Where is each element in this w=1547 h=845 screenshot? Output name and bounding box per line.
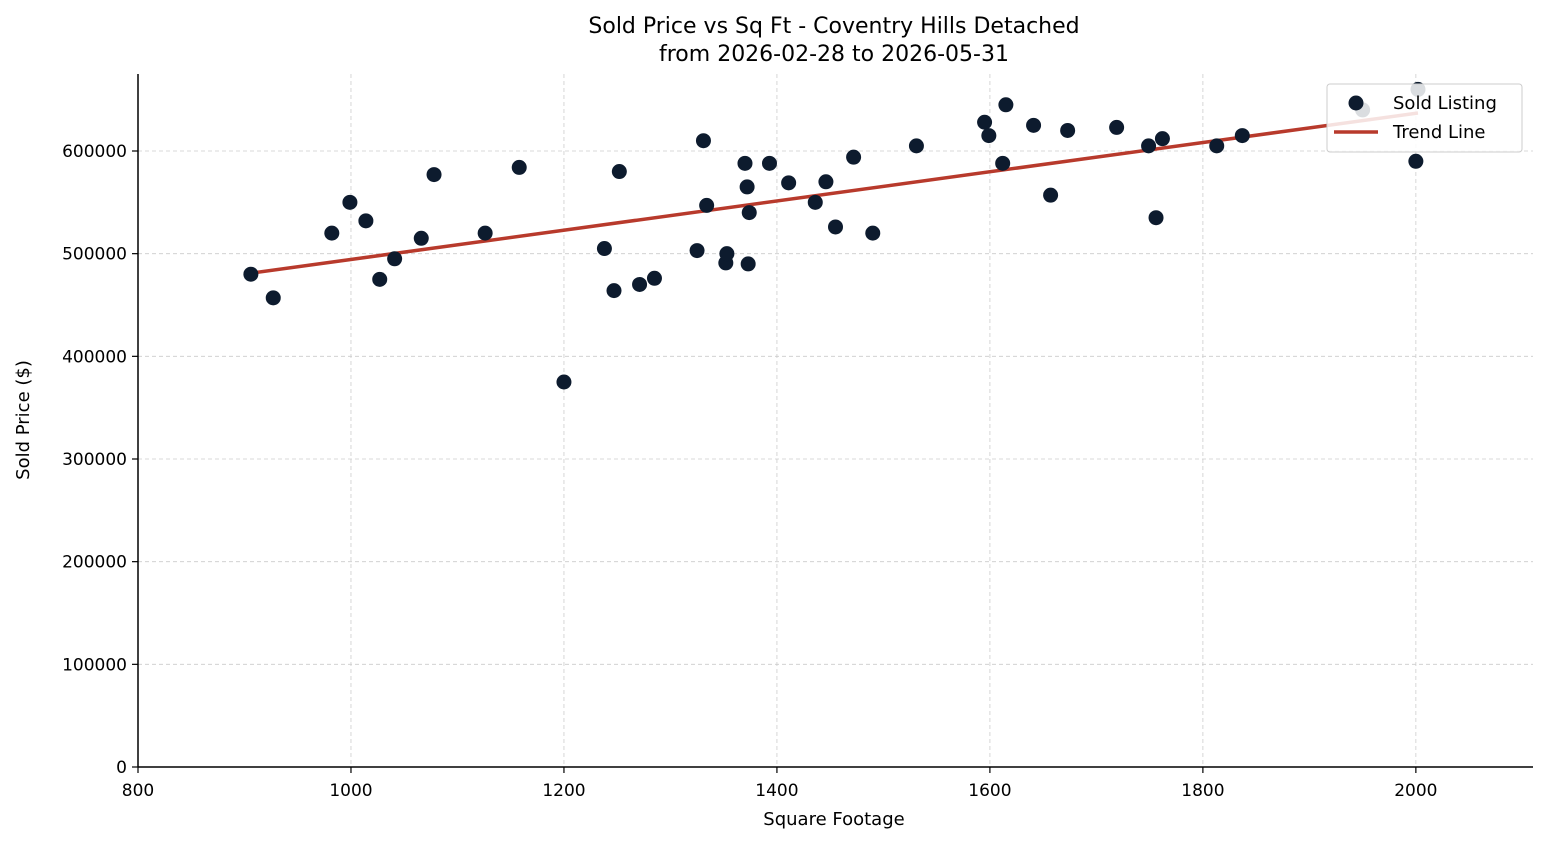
data-point [342,194,358,210]
x-tick-label: 1400 [755,781,798,801]
data-point [243,266,259,282]
data-point [846,149,862,165]
y-tick-label: 500000 [62,245,127,265]
y-axis-label: Sold Price ($) [13,360,34,480]
data-point [1234,128,1250,144]
grid-layer [137,74,1533,768]
data-point [719,246,735,262]
data-point [596,241,612,257]
x-tick-label: 800 [122,781,154,801]
trend-line [250,111,1419,275]
data-point [1060,122,1076,138]
data-point [908,138,924,154]
data-point [739,179,755,195]
y-tick-label: 100000 [62,655,127,675]
x-tick-label: 2000 [1394,781,1437,801]
data-point [426,167,442,183]
y-tick-label: 300000 [62,450,127,470]
chart-subtitle: from 2026-02-28 to 2026-05-31 [659,42,1009,67]
data-point [977,114,993,130]
x-tick-label: 1200 [542,781,585,801]
data-point [387,251,403,267]
legend-label-trend-line: Trend Line [1392,122,1486,143]
y-tick-label: 600000 [62,142,127,162]
x-tick-label: 1000 [329,781,372,801]
x-tick-label: 1800 [1181,781,1224,801]
data-point [740,256,756,272]
data-point [828,219,843,235]
data-point [1026,117,1042,133]
data-point [689,243,705,259]
y-tick-label: 200000 [62,553,127,573]
data-point [1043,187,1059,203]
data-point [611,164,627,180]
data-point [372,271,388,287]
x-tick-label: 1600 [968,781,1011,801]
legend-marker-sold-listing [1348,95,1364,111]
data-point [737,155,753,171]
data-point [1141,138,1157,154]
data-point [1109,119,1125,135]
data-point [781,175,797,191]
data-point [1408,153,1424,169]
legend-label-sold-listing: Sold Listing [1393,93,1497,114]
data-point [632,276,648,292]
trend-layer [250,111,1419,275]
data-point [818,174,834,190]
legend-box [1326,83,1523,153]
x-axis-label: Square Footage [763,809,904,830]
data-point [998,97,1014,113]
data-point [358,213,374,229]
data-point [324,225,340,241]
data-point [995,155,1011,171]
data-point [981,128,997,144]
data-point [1154,131,1170,147]
legend: Sold Listing Trend Line [1326,83,1523,153]
data-point [761,155,777,171]
data-point [511,159,527,175]
points-layer [243,81,1426,390]
data-point [265,290,281,306]
data-point [1209,138,1225,154]
data-point [699,197,715,213]
data-point [646,270,662,286]
y-tick-label: 400000 [62,347,127,367]
data-point [413,230,429,246]
data-point [556,374,572,390]
axes-layer: 800 1000 1200 1400 1600 1800 2000 0 100000 200000… [62,74,1533,801]
data-point [1148,210,1164,226]
y-tick-label: 0 [116,758,127,778]
data-point [865,225,881,241]
data-point [477,225,493,241]
data-point [606,283,622,299]
data-point [807,194,823,210]
data-point [741,205,757,221]
data-point [695,133,711,149]
chart-title: Sold Price vs Sq Ft - Coventry Hills Det… [588,14,1079,39]
